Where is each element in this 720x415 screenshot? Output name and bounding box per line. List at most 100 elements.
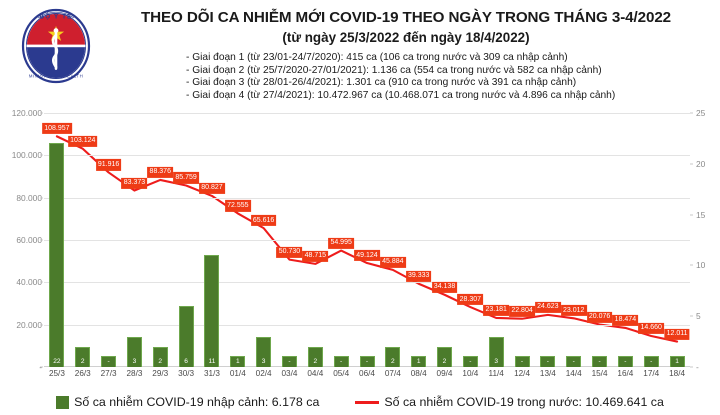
legend-bar-swatch-icon — [56, 395, 70, 409]
bar-08-4 — [411, 356, 427, 367]
bar-10-4 — [462, 356, 478, 367]
y-axis-right-tick: - — [696, 362, 699, 372]
x-axis-label-08-4: 08/4 — [410, 369, 427, 378]
bar-12-4 — [514, 356, 530, 367]
y-axis-left-tickmark — [40, 197, 43, 199]
bar-value-label: 22 — [53, 358, 61, 365]
x-axis-label-07-4: 07/4 — [384, 369, 401, 378]
line-value-label: 91.916 — [95, 159, 122, 171]
x-axis-label-18-4: 18/4 — [669, 369, 686, 378]
line-value-label: 22.804 — [509, 305, 535, 317]
bar-value-label: - — [598, 358, 601, 365]
line-value-label: 80.827 — [199, 182, 225, 194]
x-axis-label-03-4: 03/4 — [281, 369, 298, 378]
line-value-label: 28.307 — [457, 293, 484, 306]
legend-item-domestic: Số ca nhiễm COVID-19 trong nước: 10.469.… — [355, 395, 664, 409]
bar-07-4 — [385, 346, 401, 367]
bar-value-label: 2 — [313, 358, 318, 365]
y-axis-left-tick: 20.000 — [16, 319, 42, 330]
chart-plot-area: - 20.000 40.000 60.000 80.000 100.000 120.000 -… — [12, 108, 706, 372]
gridline — [44, 240, 690, 241]
x-axis-label-29-3: 29/3 — [152, 369, 169, 378]
legend-line-swatch-icon — [355, 400, 380, 404]
y-axis-right-tickmark — [690, 112, 693, 114]
bar-value-label: - — [469, 358, 472, 365]
bar-value-label: 3 — [261, 358, 266, 365]
legend-imported-label: Số ca nhiễm COVID-19 nhập cảnh: 6.178 ca — [74, 395, 320, 409]
bar-value-label: 2 — [158, 358, 163, 365]
bar-25-3 — [49, 143, 65, 367]
gridline — [44, 155, 690, 157]
gridline — [44, 113, 690, 114]
x-axis-label-12-4: 12/4 — [514, 369, 530, 378]
y-axis-right-tickmark — [690, 214, 693, 216]
y-axis-right-tickmark — [690, 264, 693, 266]
bar-26-3 — [75, 346, 91, 367]
bar-09-4 — [437, 346, 453, 367]
bar-value-label: - — [340, 358, 343, 365]
y-axis-right-tickmark — [690, 163, 693, 165]
bar-11-4 — [488, 336, 504, 367]
page-title: THEO DÕI CA NHIỄM MỚI COVID-19 THEO NGÀY… — [140, 9, 672, 26]
line-value-label: 14.660 — [638, 322, 665, 334]
y-axis-left-tick: 100.000 — [11, 150, 42, 161]
bar-value-label: - — [624, 358, 627, 365]
y-axis-right-tick: 20 — [696, 158, 706, 169]
bar-06-4 — [359, 356, 375, 367]
gridline — [44, 324, 690, 326]
x-axis-label-26-3: 26/3 — [74, 369, 91, 378]
y-axis-left-tickmark — [40, 324, 43, 326]
line-value-label: 49.124 — [354, 249, 380, 262]
phase-line-1: - Giai đoạn 1 (từ 23/01-24/7/2020): 415 … — [186, 52, 568, 63]
bar-03-4 — [281, 356, 297, 367]
y-axis-right-tickmark — [690, 366, 693, 368]
line-value-label: 23.181 — [483, 304, 510, 316]
bar-value-label: 3 — [494, 358, 499, 365]
x-axis-label-02-4: 02/4 — [255, 369, 272, 378]
x-axis-label-30-3: 30/3 — [178, 369, 195, 378]
line-value-label: 88.376 — [147, 166, 174, 178]
line-value-label: 85.759 — [173, 172, 200, 184]
line-value-label: 24.623 — [534, 301, 561, 313]
chart-legend: Số ca nhiễm COVID-19 nhập cảnh: 6.178 ca… — [0, 391, 720, 413]
bar-18-4 — [669, 356, 685, 367]
x-axis-label-10-4: 10/4 — [462, 369, 479, 378]
line-value-label: 48.715 — [302, 250, 329, 262]
bar-value-label: - — [107, 358, 110, 365]
legend-domestic-label: Số ca nhiễm COVID-19 trong nước: 10.469.… — [384, 395, 664, 409]
y-axis-right-tick: 15 — [696, 209, 706, 220]
bar-15-4 — [592, 356, 608, 367]
line-value-label: 20.076 — [586, 311, 613, 323]
bar-value-label: 1 — [235, 358, 240, 365]
line-value-label: 45.884 — [379, 256, 406, 268]
y-axis-left-tick: 120.000 — [11, 108, 42, 118]
y-axis-left-tick: 40.000 — [16, 277, 42, 288]
line-value-label: 18.474 — [612, 314, 639, 326]
x-axis-label-16-4: 16/4 — [617, 369, 634, 378]
line-value-label: 12.011 — [664, 328, 690, 340]
y-axis-right-tickmark — [690, 315, 693, 317]
bar-05-4 — [333, 356, 349, 367]
title-block: THEO DÕI CA NHIỄM MỚI COVID-19 THEO NGÀY… — [96, 8, 716, 47]
y-axis-left-tick: 80.000 — [16, 192, 42, 203]
bar-value-label: - — [572, 358, 575, 365]
x-axis-label-13-4: 13/4 — [539, 369, 556, 378]
bar-16-4 — [617, 356, 633, 367]
svg-text:MINISTRY OF HEALTH: MINISTRY OF HEALTH — [29, 74, 83, 79]
bar-value-label: 2 — [80, 358, 85, 365]
bar-value-label: - — [520, 358, 524, 365]
bar-17-4 — [643, 356, 659, 367]
gridline — [44, 197, 690, 199]
x-axis-label-27-3: 27/3 — [100, 369, 117, 378]
x-axis-label-17-4: 17/4 — [643, 369, 660, 378]
bar-28-3 — [126, 336, 142, 367]
x-axis-label-31-3: 31/3 — [203, 369, 220, 378]
bar-value-label: - — [546, 358, 549, 365]
y-axis-left-tickmark — [40, 239, 43, 241]
phase-line-2: - Giai đoạn 2 (từ 25/7/2020-27/01/2021):… — [186, 64, 602, 76]
legend-item-imported: Số ca nhiễm COVID-19 nhập cảnh: 6.178 ca — [56, 395, 319, 409]
vietnam-ministry-of-health-logo: BỘ Y TẾ MINISTRY OF HEALTH — [18, 6, 94, 90]
svg-text:BỘ Y TẾ: BỘ Y TẾ — [40, 13, 73, 21]
bar-value-label: 6 — [184, 358, 188, 365]
